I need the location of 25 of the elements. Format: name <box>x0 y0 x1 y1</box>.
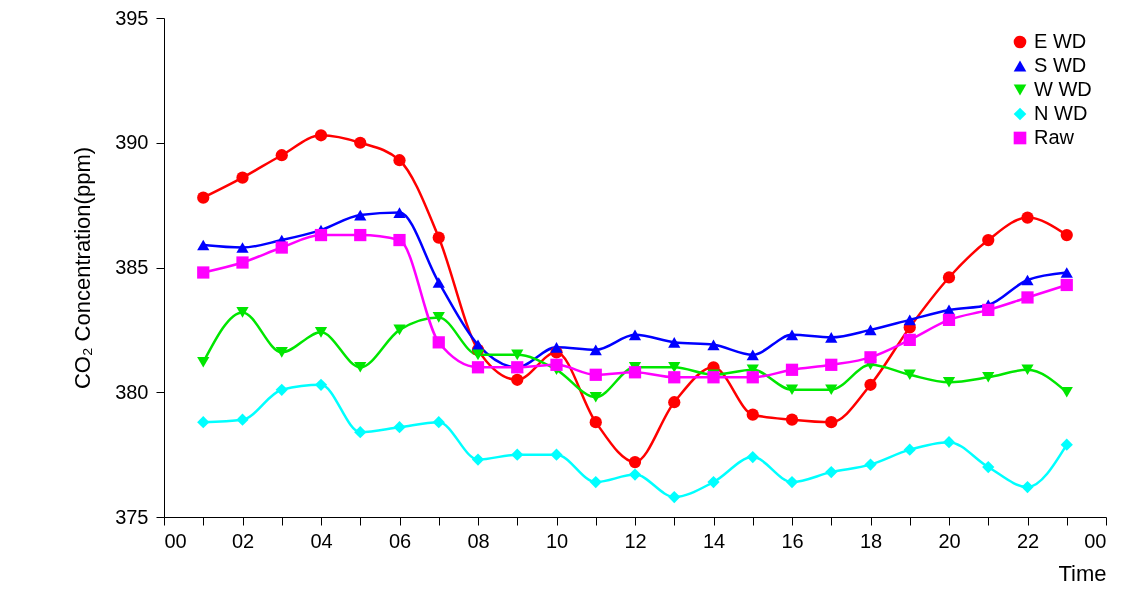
x-tick-label: 14 <box>702 529 726 552</box>
x-tick-label: 22 <box>1016 529 1040 552</box>
x-tick-label: 18 <box>859 529 883 552</box>
x-tick-label: 10 <box>545 529 569 552</box>
y-tick-label: 395 <box>115 6 149 29</box>
y-tick-label: 380 <box>115 380 149 403</box>
legend-label: N WD <box>1034 102 1088 124</box>
x-tick-label: 06 <box>388 529 412 552</box>
x-tick-label: 12 <box>624 529 647 552</box>
legend-label: E WD <box>1034 30 1087 52</box>
legend-label: Raw <box>1034 126 1075 148</box>
legend-label: W WD <box>1034 78 1092 100</box>
x-tick-label: 00 <box>164 529 187 552</box>
legend-label: S WD <box>1034 54 1087 76</box>
y-axis-title: CO₂ Concentration(ppm) <box>70 146 96 390</box>
x-tick-label: 16 <box>781 529 804 552</box>
y-tick-label: 385 <box>115 256 149 278</box>
x-tick-label: 20 <box>938 529 961 552</box>
y-tick-label: 375 <box>115 505 149 528</box>
x-axis-title: Time <box>1058 560 1107 586</box>
x-tick-label: 00 <box>1084 529 1107 552</box>
x-tick-label: 08 <box>467 529 490 552</box>
x-tick-label: 04 <box>310 529 333 552</box>
y-tick-label: 390 <box>115 131 149 154</box>
x-tick-label: 02 <box>231 529 255 552</box>
